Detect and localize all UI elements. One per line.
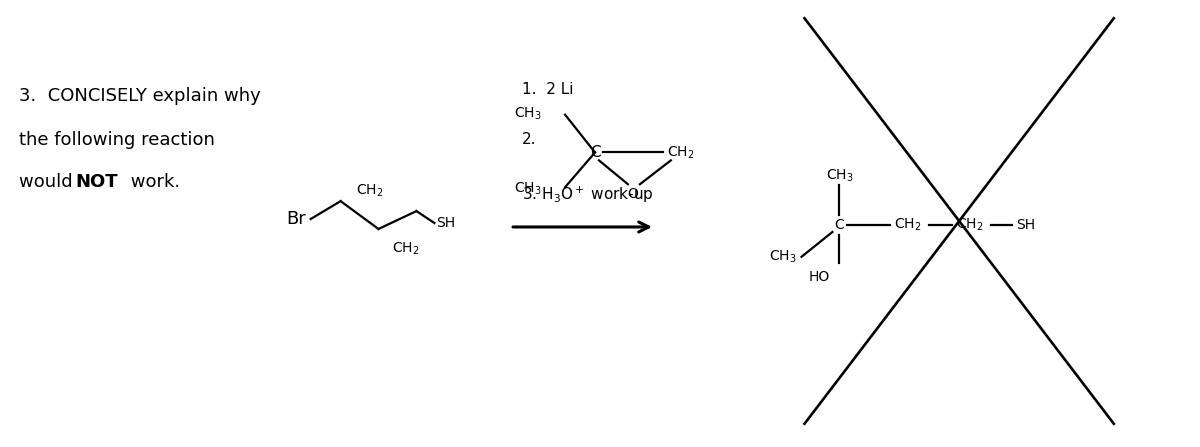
Text: SH: SH [437, 216, 456, 230]
Text: CH$_3$: CH$_3$ [769, 249, 797, 265]
Text: Br: Br [286, 210, 306, 228]
Text: CH$_2$: CH$_2$ [355, 183, 383, 199]
Text: C: C [589, 145, 600, 160]
Text: CH$_2$: CH$_2$ [392, 240, 420, 257]
Text: HO: HO [809, 270, 829, 284]
Text: 2.: 2. [522, 132, 536, 147]
Text: NOT: NOT [76, 173, 118, 191]
Text: the following reaction: the following reaction [19, 131, 215, 148]
Text: CH$_2$: CH$_2$ [667, 144, 695, 160]
Text: CH$_3$: CH$_3$ [515, 181, 542, 198]
Text: 3.  CONCISELY explain why: 3. CONCISELY explain why [19, 87, 262, 105]
Text: CH$_2$: CH$_2$ [956, 217, 984, 233]
Text: CH$_2$: CH$_2$ [894, 217, 922, 233]
Text: work.: work. [125, 173, 180, 191]
Text: SH: SH [1016, 218, 1036, 232]
Text: CH$_3$: CH$_3$ [826, 167, 853, 184]
Text: 3. H$_3$O$^+$ work-up: 3. H$_3$O$^+$ work-up [522, 185, 654, 205]
Text: CH$_3$: CH$_3$ [515, 105, 542, 122]
Text: O: O [628, 187, 638, 201]
Text: 1.  2 Li: 1. 2 Li [522, 82, 574, 97]
Text: would: would [19, 173, 79, 191]
Text: C: C [834, 218, 845, 232]
